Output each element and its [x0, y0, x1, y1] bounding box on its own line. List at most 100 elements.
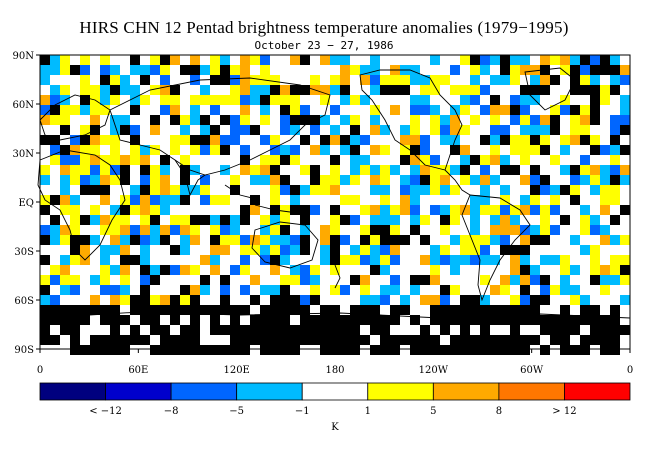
anomaly-cell: [510, 275, 520, 285]
anomaly-cell: [490, 145, 500, 155]
anomaly-cell: [580, 145, 590, 155]
anomaly-cell: [510, 325, 520, 335]
anomaly-cell: [280, 175, 290, 185]
anomaly-cell: [410, 135, 420, 145]
anomaly-cell: [50, 315, 60, 325]
anomaly-cell: [440, 215, 450, 225]
anomaly-cell: [510, 155, 520, 165]
anomaly-cell: [80, 165, 90, 175]
anomaly-cell: [50, 115, 60, 125]
anomaly-cell: [430, 75, 440, 85]
anomaly-cell: [420, 335, 430, 345]
anomaly-cell: [420, 255, 430, 265]
anomaly-cell: [580, 105, 590, 115]
anomaly-cell: [240, 265, 250, 275]
anomaly-cell: [260, 205, 270, 215]
anomaly-cell: [580, 225, 590, 235]
anomaly-cell: [560, 235, 570, 245]
anomaly-cell: [290, 345, 300, 355]
anomaly-cell: [290, 55, 300, 65]
anomaly-cell: [500, 235, 510, 245]
anomaly-cell: [140, 75, 150, 85]
anomaly-cell: [70, 95, 80, 105]
colorbar-unit-label: K: [331, 422, 339, 433]
anomaly-cell: [150, 235, 160, 245]
anomaly-cell: [110, 295, 120, 305]
anomaly-cell: [160, 145, 170, 155]
anomaly-cell: [410, 345, 420, 355]
anomaly-cell: [450, 55, 460, 65]
anomaly-cell: [590, 115, 600, 125]
anomaly-cell: [280, 305, 290, 315]
anomaly-cell: [350, 75, 360, 85]
anomaly-cell: [370, 85, 380, 95]
anomaly-cell: [100, 295, 110, 305]
anomaly-cell: [140, 115, 150, 125]
anomaly-cell: [620, 75, 630, 85]
anomaly-cell: [150, 315, 160, 325]
anomaly-cell: [150, 75, 160, 85]
anomaly-cell: [130, 245, 140, 255]
anomaly-cell: [320, 325, 330, 335]
anomaly-cell: [170, 235, 180, 245]
anomaly-cell: [210, 185, 220, 195]
anomaly-cell: [300, 205, 310, 215]
anomaly-cell: [40, 145, 50, 155]
anomaly-cell: [510, 215, 520, 225]
anomaly-cell: [520, 125, 530, 135]
anomaly-cell: [590, 265, 600, 275]
lon-label: 60E: [128, 365, 148, 376]
anomaly-cell: [120, 315, 130, 325]
anomaly-cell: [330, 85, 340, 95]
anomaly-cell: [160, 295, 170, 305]
anomaly-cell: [300, 55, 310, 65]
anomaly-cell: [460, 295, 470, 305]
anomaly-cell: [550, 95, 560, 105]
anomaly-cell: [500, 295, 510, 305]
anomaly-cell: [480, 105, 490, 115]
anomaly-cell: [520, 135, 530, 145]
anomaly-cell: [220, 245, 230, 255]
anomaly-cell: [450, 245, 460, 255]
anomaly-cell: [460, 125, 470, 135]
colorbar-swatch: [39, 382, 106, 401]
anomaly-cell: [360, 125, 370, 135]
anomaly-cell: [350, 55, 360, 65]
anomaly-cell: [160, 275, 170, 285]
anomaly-cell: [290, 135, 300, 145]
anomaly-cell: [110, 305, 120, 315]
anomaly-cell: [450, 325, 460, 335]
anomaly-cell: [340, 305, 350, 315]
anomaly-cell: [530, 185, 540, 195]
anomaly-cell: [470, 315, 480, 325]
anomaly-cell: [70, 315, 80, 325]
anomaly-cell: [170, 205, 180, 215]
anomaly-cell: [330, 185, 340, 195]
anomaly-cell: [610, 145, 620, 155]
anomaly-cell: [490, 235, 500, 245]
anomaly-cell: [290, 265, 300, 275]
anomaly-cell: [330, 335, 340, 345]
anomaly-cell: [460, 65, 470, 75]
anomaly-cell: [550, 305, 560, 315]
anomaly-cell: [560, 225, 570, 235]
lon-label: 180: [325, 365, 344, 376]
anomaly-cell: [440, 205, 450, 215]
anomaly-cell: [490, 255, 500, 265]
anomaly-cell: [560, 335, 570, 345]
anomaly-cell: [220, 65, 230, 75]
anomaly-cell: [110, 165, 120, 175]
anomaly-cell: [620, 345, 630, 355]
anomaly-cell: [620, 165, 630, 175]
anomaly-cell: [450, 215, 460, 225]
anomaly-cell: [350, 275, 360, 285]
anomaly-cell: [540, 135, 550, 145]
anomaly-cell: [430, 105, 440, 115]
anomaly-cell: [540, 125, 550, 135]
anomaly-cell: [250, 125, 260, 135]
anomaly-cell: [220, 295, 230, 305]
anomaly-cell: [90, 185, 100, 195]
anomaly-cell: [570, 335, 580, 345]
anomaly-cell: [160, 95, 170, 105]
anomaly-cell: [570, 345, 580, 355]
